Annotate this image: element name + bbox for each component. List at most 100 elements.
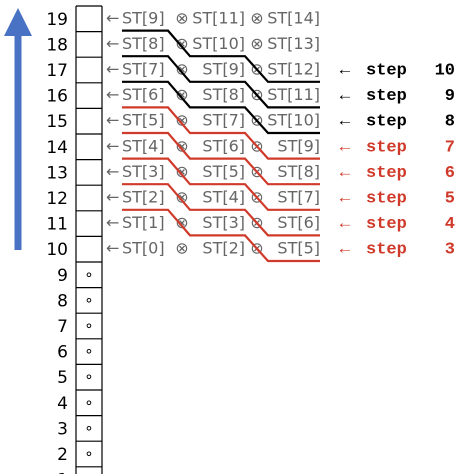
arrow: ← bbox=[106, 136, 119, 155]
term: ST[9] bbox=[202, 60, 245, 79]
row-label: 6 bbox=[57, 343, 68, 363]
operator: ⊗ bbox=[175, 213, 188, 232]
step-number: 7 bbox=[445, 138, 455, 157]
step-number: 8 bbox=[445, 113, 455, 132]
row-label: 15 bbox=[46, 112, 68, 132]
cell-mark: ∘ bbox=[84, 419, 93, 437]
step-arrow: ← bbox=[340, 61, 351, 80]
term: ST[0] bbox=[122, 239, 165, 258]
step-arrow: ← bbox=[340, 87, 351, 106]
term: ST[2] bbox=[202, 239, 245, 258]
row-label: 5 bbox=[57, 368, 68, 388]
row-label: 8 bbox=[57, 291, 68, 311]
step-word: step bbox=[366, 138, 407, 157]
step-word: step bbox=[366, 87, 407, 106]
term: ST[6] bbox=[202, 136, 245, 155]
cell-mark: ∘ bbox=[84, 317, 93, 335]
step-line bbox=[122, 183, 320, 237]
row-label: 2 bbox=[57, 445, 68, 465]
step-line bbox=[122, 157, 320, 211]
cell-mark: ∘ bbox=[84, 342, 93, 360]
term: ST[7] bbox=[202, 111, 245, 130]
operator: ⊗ bbox=[175, 239, 188, 258]
row-label: 18 bbox=[46, 35, 68, 55]
arrow: ← bbox=[106, 34, 119, 53]
step-number: 3 bbox=[445, 241, 455, 260]
cell-mark: ∘ bbox=[84, 368, 93, 386]
operator: ⊗ bbox=[175, 162, 188, 181]
row-label: 12 bbox=[46, 189, 68, 209]
step-line bbox=[122, 29, 320, 83]
step-word: step bbox=[366, 113, 407, 132]
arrow: ← bbox=[106, 60, 119, 79]
term: ST[9] bbox=[122, 8, 165, 27]
step-word: step bbox=[366, 241, 407, 260]
arrow: ← bbox=[106, 85, 119, 104]
row-label: 11 bbox=[46, 215, 68, 235]
arrow: ← bbox=[106, 111, 119, 130]
term: ST[4] bbox=[202, 188, 245, 207]
arrow: ← bbox=[106, 213, 119, 232]
term: ST[6] bbox=[122, 85, 165, 104]
operator: ⊗ bbox=[175, 8, 188, 27]
step-arrow: ← bbox=[340, 215, 351, 234]
term: ST[7] bbox=[122, 60, 165, 79]
cell-mark: ∘ bbox=[84, 291, 93, 309]
arrow: ← bbox=[106, 188, 119, 207]
term: ST[1] bbox=[122, 213, 165, 232]
term: ST[9] bbox=[277, 136, 320, 155]
step-line bbox=[122, 208, 320, 263]
step-number: 10 bbox=[435, 61, 455, 80]
term: ST[13] bbox=[267, 34, 320, 53]
term: ST[2] bbox=[122, 188, 165, 207]
step-word: step bbox=[366, 61, 407, 80]
step-number: 9 bbox=[445, 87, 455, 106]
term: ST[10] bbox=[192, 34, 245, 53]
row-label: 17 bbox=[46, 61, 68, 81]
step-word: step bbox=[366, 215, 407, 234]
operator: ⊗ bbox=[250, 34, 263, 53]
step-line bbox=[122, 106, 320, 160]
term: ST[10] bbox=[267, 111, 320, 130]
step-line bbox=[122, 80, 320, 135]
cell-mark: ∘ bbox=[84, 470, 93, 474]
term: ST[3] bbox=[202, 213, 245, 232]
term: ST[4] bbox=[122, 136, 165, 155]
term: ST[8] bbox=[202, 85, 245, 104]
row-label: 10 bbox=[46, 240, 68, 260]
term: ST[5] bbox=[122, 111, 165, 130]
term: ST[7] bbox=[277, 188, 320, 207]
row-label: 19 bbox=[46, 10, 68, 30]
row-label: 14 bbox=[46, 138, 68, 158]
arrow: ← bbox=[106, 239, 119, 258]
step-number: 6 bbox=[445, 164, 455, 183]
operator: ⊗ bbox=[175, 34, 188, 53]
operator: ⊗ bbox=[175, 60, 188, 79]
term: ST[8] bbox=[122, 34, 165, 53]
term: ST[5] bbox=[277, 239, 320, 258]
row-label: 16 bbox=[46, 87, 68, 107]
row-label: 1 bbox=[57, 471, 68, 474]
step-arrow: ← bbox=[340, 113, 351, 132]
row-label: 13 bbox=[46, 163, 68, 183]
operator: ⊗ bbox=[175, 188, 188, 207]
term: ST[14] bbox=[267, 8, 320, 27]
operator: ⊗ bbox=[175, 136, 188, 155]
step-line bbox=[122, 131, 320, 186]
cell-mark: ∘ bbox=[84, 393, 93, 411]
step-arrow: ← bbox=[340, 189, 351, 208]
cell-mark: ∘ bbox=[84, 265, 93, 283]
step-word: step bbox=[366, 189, 407, 208]
row-label: 4 bbox=[57, 394, 68, 414]
term: ST[6] bbox=[277, 213, 320, 232]
operator: ⊗ bbox=[250, 8, 263, 27]
step-line bbox=[122, 55, 320, 109]
step-number: 5 bbox=[445, 189, 455, 208]
term: ST[3] bbox=[122, 162, 165, 181]
step-word: step bbox=[366, 164, 407, 183]
term: ST[12] bbox=[267, 60, 320, 79]
arrow: ← bbox=[106, 8, 119, 27]
row-label: 3 bbox=[57, 419, 68, 439]
term: ST[8] bbox=[277, 162, 320, 181]
